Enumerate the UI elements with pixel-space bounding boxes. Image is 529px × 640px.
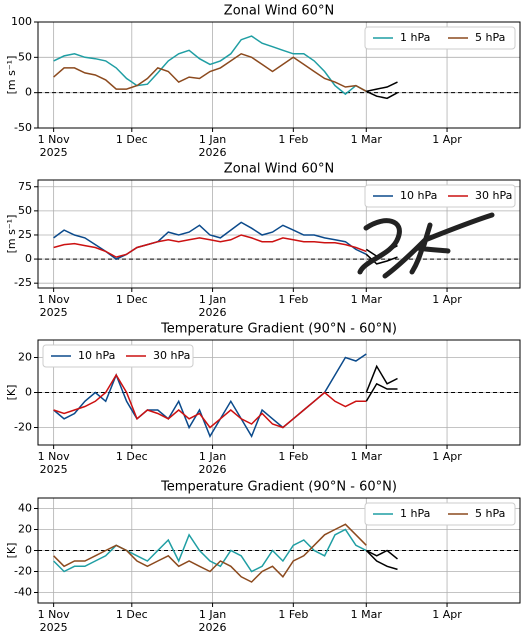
y-tick-label: 75 — [18, 180, 32, 193]
y-tick-label: 40 — [18, 502, 32, 515]
legend-label: 10 hPa — [78, 349, 115, 362]
y-tick-label: 0 — [25, 386, 32, 399]
x-tick-label: 1 Dec — [116, 608, 148, 621]
series-line — [53, 234, 367, 258]
series-line — [53, 35, 367, 96]
y-axis-label: [K] — [5, 543, 18, 559]
legend-label: 10 hPa — [400, 189, 437, 202]
y-tick-label: 50 — [18, 50, 32, 63]
x-tick-label: 1 Feb — [278, 293, 308, 306]
legend-box — [42, 344, 194, 368]
x-tick-label: 1 Dec — [116, 450, 148, 463]
legend-label: 30 hPa — [153, 349, 190, 362]
y-tick-label: 25 — [18, 228, 32, 241]
x-tick-label: 1 Dec — [116, 133, 148, 146]
y-tick-label: 0 — [25, 86, 32, 99]
plot-frame — [37, 497, 521, 604]
series-line — [53, 523, 367, 583]
x-tick-label: 1 Mar — [351, 450, 383, 463]
scribble — [357, 212, 495, 279]
x-tick-label: 1 Jan 2026 — [199, 293, 227, 319]
plot-frame — [37, 21, 521, 129]
y-tick-label: 20 — [18, 351, 32, 364]
y-tick-label: -25 — [14, 276, 32, 289]
legend-label: 30 hPa — [475, 189, 512, 202]
series-line — [365, 549, 398, 560]
legend-label: 1 hPa — [400, 507, 430, 520]
legend-label: 5 hPa — [475, 31, 505, 44]
x-tick-label: 1 Jan 2026 — [199, 133, 227, 159]
series-line — [53, 528, 367, 573]
y-tick-label: -20 — [14, 421, 32, 434]
y-tick-label: -50 — [14, 121, 32, 134]
x-tick-label: 1 Feb — [278, 608, 308, 621]
x-tick-label: 1 Mar — [351, 293, 383, 306]
x-tick-label: 1 Apr — [432, 450, 462, 463]
x-tick-label: 1 Feb — [278, 450, 308, 463]
legend-box — [364, 26, 516, 50]
series-line — [53, 221, 367, 260]
x-tick-label: 1 Mar — [351, 608, 383, 621]
y-axis-label: [m s⁻¹] — [5, 215, 18, 254]
y-tick-label: -40 — [14, 586, 32, 599]
y-tick-label: 50 — [18, 204, 32, 217]
x-tick-label: 1 Jan 2026 — [199, 608, 227, 634]
x-tick-label: 1 Jan 2026 — [199, 450, 227, 476]
plot-frame — [37, 339, 521, 446]
legend-label: 5 hPa — [475, 507, 505, 520]
y-tick-label: 20 — [18, 523, 32, 536]
y-axis-label: [K] — [5, 385, 18, 401]
legend-box — [364, 184, 516, 208]
chart-title: Temperature Gradient (90°N - 60°N) — [160, 480, 397, 495]
x-tick-label: 1 Mar — [351, 133, 383, 146]
y-tick-label: 0 — [25, 252, 32, 265]
x-tick-label: 1 Apr — [432, 293, 462, 306]
series-line — [53, 373, 367, 429]
x-tick-label: 1 Dec — [116, 293, 148, 306]
series-line — [365, 382, 398, 402]
chart-title: Zonal Wind 60°N — [224, 162, 334, 177]
chart-title: Zonal Wind 60°N — [224, 4, 334, 19]
x-tick-label: 1 Nov 2025 — [38, 133, 70, 159]
y-axis-label: [m s⁻¹] — [5, 56, 18, 95]
plot-frame — [37, 179, 521, 289]
x-tick-label: 1 Apr — [432, 133, 462, 146]
x-tick-label: 1 Apr — [432, 608, 462, 621]
y-tick-label: -20 — [14, 565, 32, 578]
series-line — [365, 364, 398, 393]
x-tick-label: 1 Nov 2025 — [38, 293, 70, 319]
series-line — [53, 52, 367, 92]
y-tick-label: 0 — [25, 544, 32, 557]
legend-box — [364, 502, 516, 526]
x-tick-label: 1 Nov 2025 — [38, 608, 70, 634]
series-line — [365, 549, 398, 571]
x-tick-label: 1 Nov 2025 — [38, 450, 70, 476]
legend-label: 1 hPa — [400, 31, 430, 44]
y-tick-label: 100 — [11, 15, 32, 28]
series-line — [366, 81, 398, 93]
chart-title: Temperature Gradient (90°N - 60°N) — [160, 322, 397, 337]
series-line — [365, 90, 398, 100]
x-tick-label: 1 Feb — [278, 133, 308, 146]
